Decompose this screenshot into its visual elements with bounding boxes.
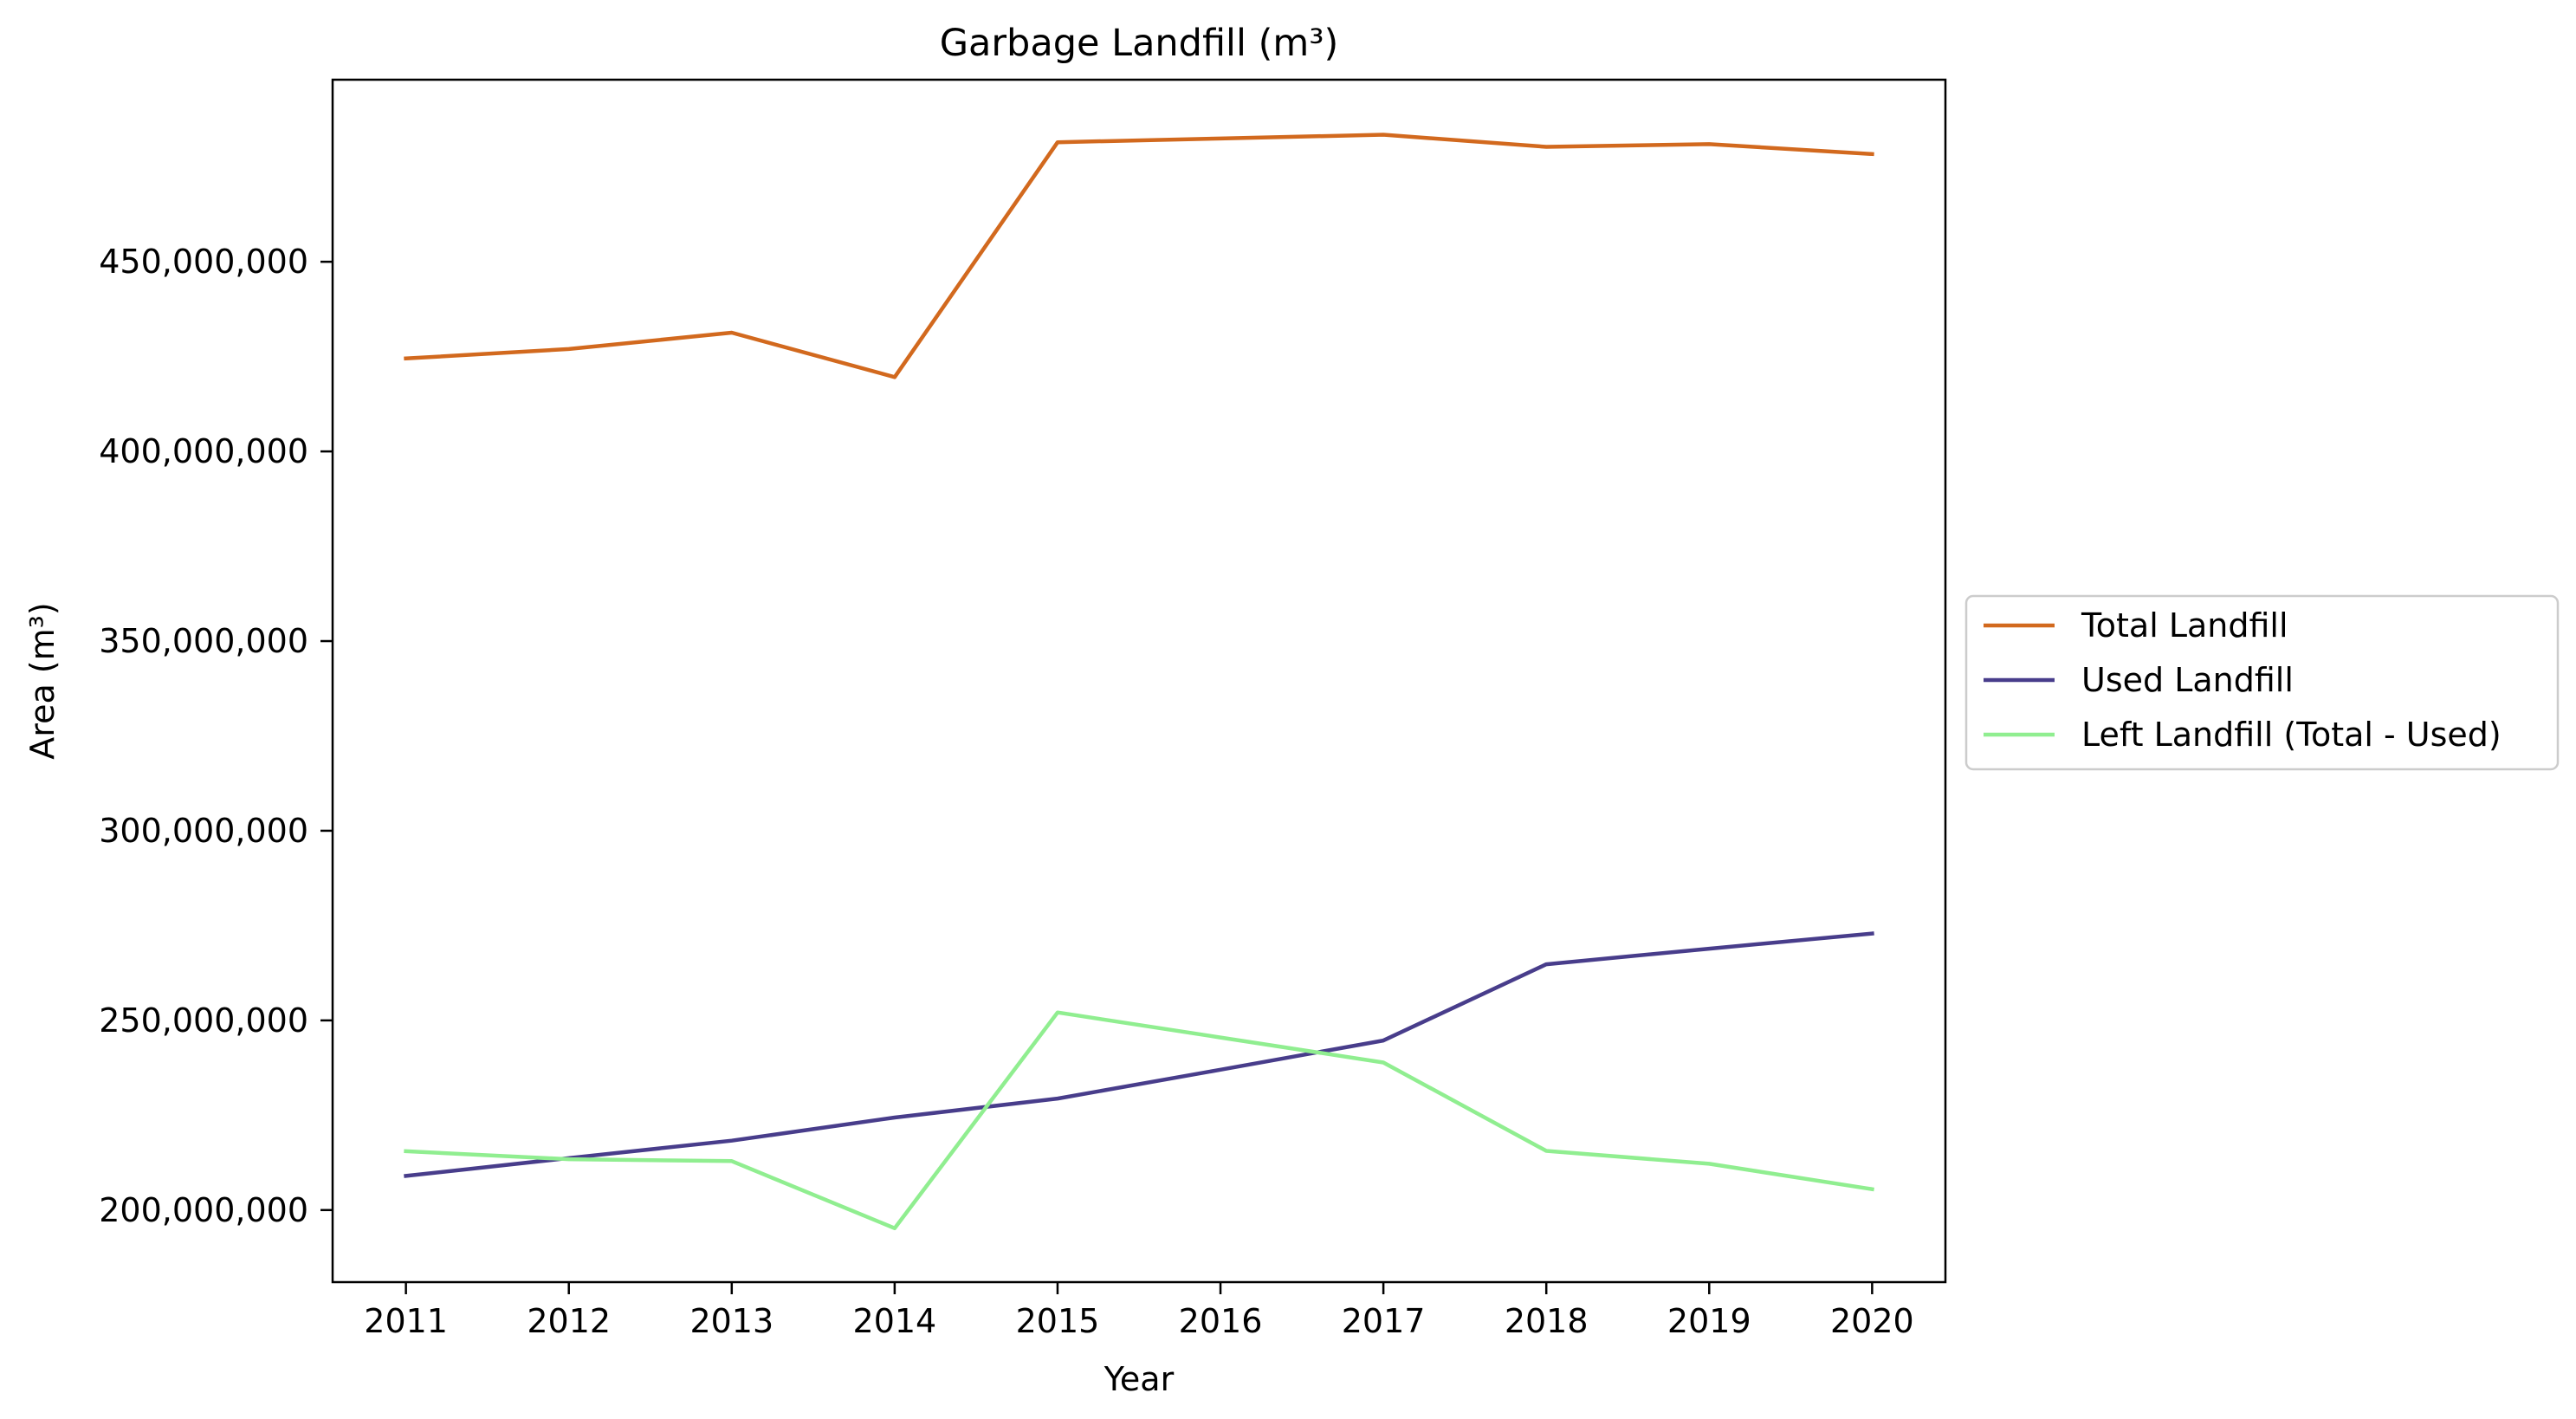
y-tick-label: 400,000,000 — [99, 432, 308, 470]
x-tick-label: 2014 — [853, 1302, 937, 1340]
plot-area — [333, 80, 1945, 1282]
x-axis: 2011 2012 2013 2014 2015 2016 2017 2018 2019 2020 — [364, 1282, 1914, 1340]
legend-label: Total Landfill — [2081, 606, 2288, 645]
y-tick-label: 200,000,000 — [99, 1191, 308, 1229]
plot-frame — [331, 78, 1947, 1284]
x-tick-label: 2012 — [527, 1302, 611, 1340]
x-tick-label: 2019 — [1667, 1302, 1751, 1340]
legend: Total Landfill Used Landfill Left Landfill… — [1964, 594, 2560, 771]
series-line-2 — [404, 931, 1874, 1178]
chart-title: Garbage Landfill (m³) — [940, 22, 1339, 65]
legend-box — [1964, 594, 2560, 771]
x-tick-label: 2016 — [1179, 1302, 1263, 1340]
y-tick-label: 350,000,000 — [99, 622, 308, 660]
x-tick-label: 2011 — [364, 1302, 448, 1340]
x-tick-label: 2018 — [1505, 1302, 1589, 1340]
legend-label: Left Landfill (Total - Used) — [2081, 716, 2502, 754]
series-line-1 — [404, 133, 1874, 379]
x-tick-label: 2017 — [1342, 1302, 1426, 1340]
y-tick-label: 300,000,000 — [99, 812, 308, 850]
legend-label: Used Landfill — [2081, 661, 2294, 699]
series-layer — [404, 133, 1874, 1231]
x-tick-label: 2020 — [1830, 1302, 1914, 1340]
x-axis-label: Year — [1104, 1360, 1175, 1398]
x-tick-label: 2013 — [689, 1302, 773, 1340]
y-tick-label: 250,000,000 — [99, 1001, 308, 1040]
y-axis: 200,000,000 250,000,000 300,000,000 350,000… — [99, 243, 333, 1229]
series-line-3 — [404, 1010, 1874, 1231]
y-tick-label: 450,000,000 — [99, 243, 308, 281]
x-tick-label: 2015 — [1016, 1302, 1100, 1340]
y-axis-label: Area (m³) — [23, 602, 61, 759]
